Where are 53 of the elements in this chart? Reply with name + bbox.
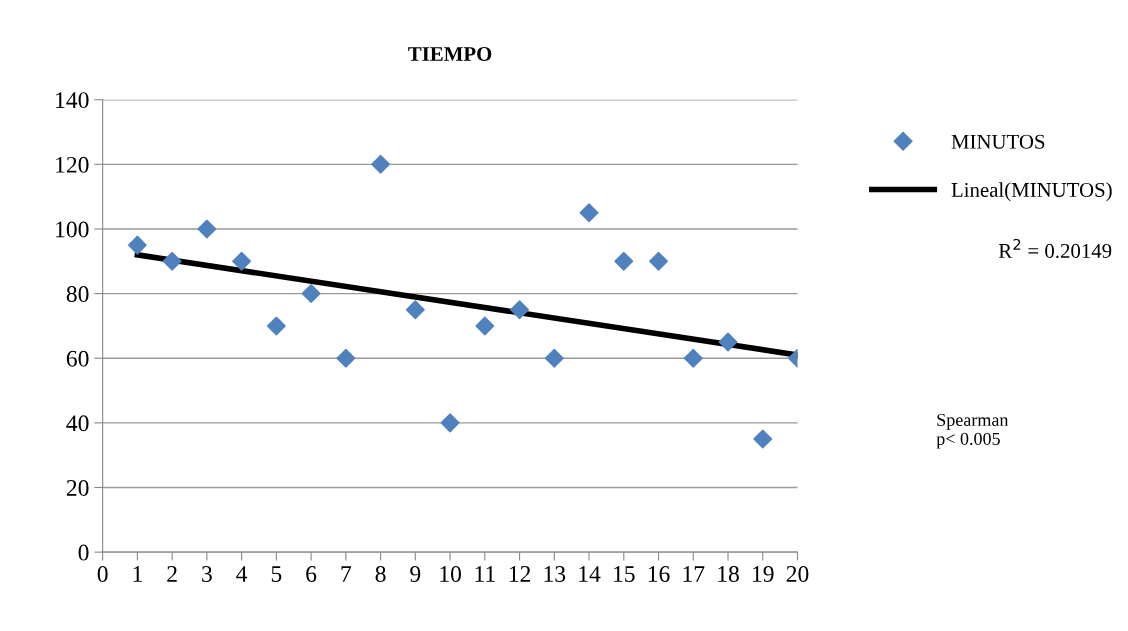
x-tick-label: 20 [786, 566, 809, 582]
text: Spearman p< 0.005 [936, 413, 1009, 449]
point [614, 251, 634, 271]
legend-label: Lineal(MINUTOS) [951, 182, 1112, 202]
point [127, 235, 147, 255]
point [232, 251, 252, 271]
x-tick-label: 4 [236, 566, 248, 582]
x-tick-label: 7 [341, 566, 352, 582]
point [440, 413, 460, 433]
y-tick-label: 140 [56, 92, 89, 109]
y-tick-label: 100 [56, 221, 89, 238]
legend-label: MINUTOS [951, 134, 1045, 149]
x-tick-label: 6 [306, 566, 317, 582]
point [197, 219, 217, 239]
point [544, 348, 564, 368]
point [579, 203, 599, 223]
x-tick-label: 11 [475, 566, 495, 582]
text: R$^{2}$ = 0.20149 [998, 238, 1112, 259]
x-tick-label: 13 [544, 566, 566, 582]
point [405, 300, 425, 320]
x-tick-label: 12 [509, 566, 531, 582]
x-tick-label: 16 [648, 566, 670, 582]
x-tick-label: 1 [133, 566, 142, 582]
x-tick-label: 15 [614, 566, 635, 582]
x-tick-label: 18 [718, 566, 739, 582]
point [371, 154, 391, 174]
y-tick-label: 120 [56, 156, 89, 173]
point [510, 300, 530, 320]
point [649, 251, 669, 271]
point [336, 348, 356, 368]
point [683, 348, 703, 368]
y-tick-label: 80 [66, 286, 89, 303]
point [162, 251, 182, 271]
x-tick-label: 17 [683, 566, 705, 582]
x-tick-label: 9 [410, 566, 421, 582]
x-tick-label: 19 [753, 566, 774, 582]
point [718, 332, 738, 352]
x-tick-label: 0 [97, 566, 108, 582]
x-tick-label: 10 [440, 566, 461, 582]
x-tick-label: 5 [271, 566, 282, 582]
x-tick-label: 14 [579, 566, 601, 582]
point [753, 429, 773, 449]
x-tick-label: 3 [202, 566, 212, 582]
chart-title: TIEMPO [408, 47, 492, 62]
point [475, 316, 495, 336]
y-tick-label: 40 [66, 415, 89, 432]
y-tick-label: 60 [66, 350, 89, 367]
point [266, 316, 286, 336]
y-tick-label: 0 [78, 544, 89, 561]
point [301, 284, 321, 304]
y-tick-label: 20 [66, 479, 89, 496]
x-tick-label: 8 [375, 566, 386, 582]
x-tick-label: 2 [167, 566, 177, 582]
